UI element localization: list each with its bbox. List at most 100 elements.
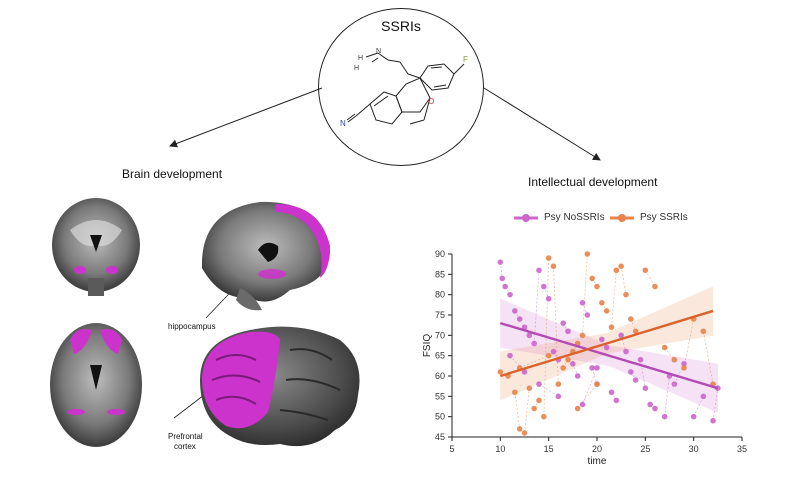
data-point-nossri <box>512 308 518 314</box>
data-point-nossri <box>579 300 586 306</box>
data-point-nossri <box>642 385 649 391</box>
arrow-to-brain <box>169 87 323 148</box>
data-point-nossri <box>507 352 513 359</box>
data-point-nossri <box>570 361 576 367</box>
atom-o: O <box>428 97 434 106</box>
data-point-ssri <box>661 344 668 351</box>
x-tick-label: 5 <box>449 444 454 454</box>
data-point-nossri <box>541 283 547 290</box>
data-point-ssri <box>512 389 518 396</box>
ssri-molecule-circle <box>318 8 484 166</box>
data-point-nossri <box>574 373 581 379</box>
data-point-ssri <box>497 369 504 375</box>
fsiq-scatter-chart: 45 50 55 60 65 70 75 80 85 90 5 10 15 20 25 30 35 time FSI… <box>422 249 747 467</box>
data-point-ssri <box>594 381 600 387</box>
data-point-nossri <box>599 336 605 343</box>
data-point-nossri <box>502 283 508 290</box>
y-tick-label: 50 <box>435 412 445 422</box>
hippocampus-label: hippocampus <box>168 322 216 331</box>
data-point-nossri <box>499 275 506 282</box>
y-axis-label: FSIQ <box>422 334 433 358</box>
x-tick-label: 25 <box>640 444 650 454</box>
subject-link-0 <box>538 383 559 397</box>
y-tick-label: 60 <box>435 371 445 381</box>
sagittal-slice <box>201 201 330 311</box>
data-point-nossri <box>603 344 610 351</box>
y-tick-label: 80 <box>435 290 445 300</box>
data-point-nossri <box>579 401 586 408</box>
data-point-ssri <box>565 356 571 363</box>
coronal-slice <box>52 198 140 296</box>
data-point-nossri <box>536 267 542 274</box>
data-point-ssri <box>613 267 620 274</box>
ssri-title: SSRIs <box>381 18 421 34</box>
subject-link-1 <box>519 355 549 369</box>
data-point-nossri <box>681 361 687 367</box>
atom-h3c-bottom: H <box>354 65 359 72</box>
axial-slice <box>50 323 142 447</box>
data-point-ssri <box>599 300 605 306</box>
data-point-nossri <box>497 259 504 265</box>
data-point-nossri <box>589 365 595 371</box>
data-point-nossri <box>584 312 591 318</box>
prefrontal-label-line1: Prefrontal <box>168 432 203 441</box>
arrow-to-intellect <box>483 87 601 161</box>
chart-legend: Psy NoSSRIs Psy SSRIs <box>508 210 708 231</box>
atom-f: F <box>463 55 468 64</box>
legend-label-ssri: Psy SSRIs <box>640 212 688 223</box>
data-point-nossri <box>526 332 533 339</box>
data-point-nossri <box>565 328 571 335</box>
y-tick-label: 85 <box>435 269 445 279</box>
data-point-ssri <box>603 308 610 314</box>
data-point-nossri <box>637 356 644 363</box>
data-point-nossri <box>632 377 639 383</box>
x-axis-label: time <box>588 456 607 467</box>
data-point-ssri <box>594 283 600 290</box>
atom-h3c-top: H <box>358 55 363 62</box>
data-point-nossri <box>652 405 658 412</box>
data-point-ssri <box>579 332 586 339</box>
y-tick-label: 90 <box>435 249 445 259</box>
legend-label-nossri: Psy NoSSRIs <box>544 212 605 223</box>
y-tick-label: 65 <box>435 351 445 361</box>
subject-link-1 <box>514 392 521 429</box>
prefrontal-label-line2: cortex <box>174 442 196 451</box>
brain-development-title: Brain development <box>122 167 223 181</box>
data-point-nossri <box>516 316 523 322</box>
subject-link-0 <box>712 388 719 421</box>
data-point-nossri <box>671 381 678 387</box>
data-point-ssri <box>623 291 629 298</box>
trend-line-nossri <box>499 321 719 390</box>
legend-marker-ssri <box>618 214 626 222</box>
trend-line-ssri <box>499 309 714 378</box>
data-point-nossri <box>623 348 629 355</box>
data-point-ssri <box>589 275 595 282</box>
legend-marker-nossri <box>522 214 530 222</box>
data-point-nossri <box>531 340 537 347</box>
subject-link-1 <box>702 331 714 385</box>
data-point-nossri <box>628 369 634 375</box>
data-point-ssri <box>632 328 639 335</box>
y-tick-label: 45 <box>435 432 445 442</box>
data-point-nossri <box>594 365 600 371</box>
data-point-ssri <box>574 405 581 412</box>
brain-3d-render <box>200 326 360 447</box>
data-point-nossri <box>647 401 653 408</box>
subject-link-1 <box>582 253 588 336</box>
data-point-nossri <box>545 295 552 302</box>
x-tick-label: 30 <box>689 444 699 454</box>
data-point-ssri <box>700 328 707 335</box>
data-point-ssri <box>526 385 533 391</box>
data-point-ssri <box>681 365 687 371</box>
data-point-ssri <box>536 397 542 404</box>
data-point-ssri <box>560 365 566 371</box>
data-point-nossri <box>661 413 668 420</box>
data-point-nossri <box>710 417 716 424</box>
data-point-ssri <box>550 263 557 269</box>
subject-link-0 <box>582 367 598 405</box>
data-point-nossri <box>618 332 624 339</box>
x-tick-label: 10 <box>495 444 505 454</box>
data-point-nossri <box>690 413 697 420</box>
data-point-ssri <box>516 426 523 432</box>
subject-link-0 <box>533 270 540 344</box>
